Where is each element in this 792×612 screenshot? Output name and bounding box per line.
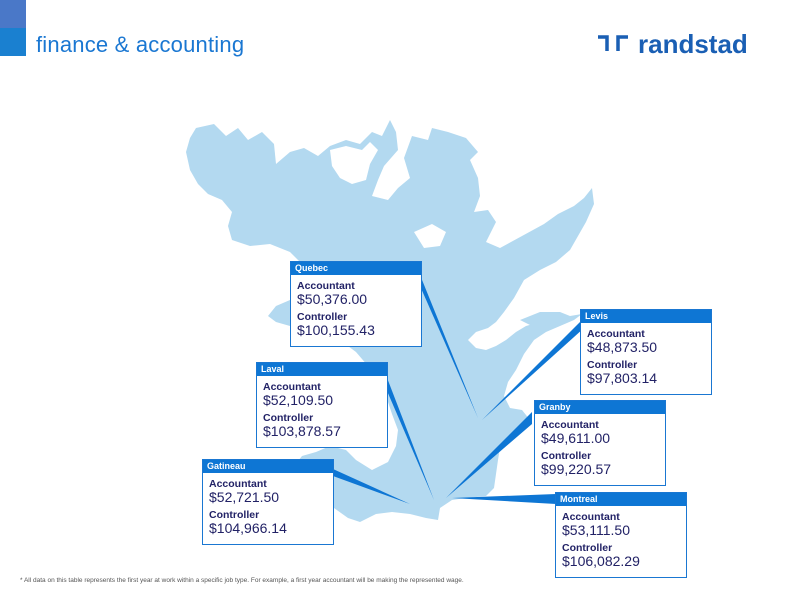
role-label: Accountant: [263, 381, 321, 393]
salary-value: $52,109.50: [263, 392, 334, 408]
footnote: * All data on this table represents the …: [20, 577, 464, 584]
role-label: Controller: [541, 449, 592, 462]
city-card-quebec: Quebec Accountant $50,376.00 Controller …: [290, 261, 422, 348]
role-label: Accountant: [587, 328, 645, 340]
role-label: Accountant: [541, 419, 599, 431]
role-label: Controller: [562, 541, 613, 554]
salary-value: $103,878.57: [263, 422, 341, 439]
city-name: Granby: [535, 401, 665, 414]
role-label: Controller: [587, 358, 638, 371]
brand-name: randstad: [638, 29, 748, 59]
south-shore-peninsula: [520, 312, 570, 328]
randstad-logo-icon: [598, 35, 628, 51]
callout-pointer-granby: [446, 412, 532, 498]
salary-value: $50,376.00: [297, 291, 368, 307]
city-card-granby: Granby Accountant $49,611.00 Controller …: [534, 400, 666, 487]
city-card-levis: Levis Accountant $48,873.50 Controller $…: [580, 309, 712, 396]
city-card-montreal: Montreal Accountant $53,111.50 Controlle…: [555, 492, 687, 579]
corner-accent-top: [0, 0, 26, 28]
salary-value: $53,111.50: [562, 522, 630, 538]
city-card-laval: Laval Accountant $52,109.50 Controller $…: [256, 362, 388, 449]
role-label: Accountant: [209, 478, 267, 490]
city-card-gatineau: Gatineau Accountant $52,721.50 Controlle…: [202, 459, 334, 546]
city-name: Levis: [581, 310, 711, 323]
salary-value: $97,803.14: [587, 369, 658, 386]
city-name: Montreal: [556, 493, 686, 506]
role-label: Controller: [297, 310, 348, 323]
salary-value: $106,082.29: [562, 552, 640, 569]
salary-value: $104,966.14: [209, 519, 287, 536]
bay-inlet: [330, 142, 378, 184]
role-label: Controller: [209, 508, 260, 521]
callout-pointer-laval: [378, 370, 434, 500]
salary-value: $100,155.43: [297, 321, 375, 338]
city-name: Laval: [257, 363, 387, 376]
role-label: Controller: [263, 411, 314, 424]
callout-pointer-montreal: [452, 494, 556, 504]
role-label: Accountant: [562, 511, 620, 523]
randstad-logo: randstad: [596, 30, 748, 58]
page-title: finance & accounting: [36, 32, 245, 57]
callout-pointer-quebec: [413, 270, 478, 418]
callout-pointer-levis: [482, 318, 584, 420]
callout-pointer-gatineau: [322, 464, 410, 504]
city-name: Gatineau: [203, 460, 333, 473]
salary-value: $48,873.50: [587, 339, 658, 355]
city-name: Quebec: [291, 262, 421, 275]
salary-value: $49,611.00: [541, 430, 611, 446]
corner-accent-bottom: [0, 28, 26, 56]
salary-value: $99,220.57: [541, 460, 612, 477]
lake-saint-jean: [414, 224, 446, 248]
salary-value: $52,721.50: [209, 489, 280, 505]
role-label: Accountant: [297, 280, 355, 292]
